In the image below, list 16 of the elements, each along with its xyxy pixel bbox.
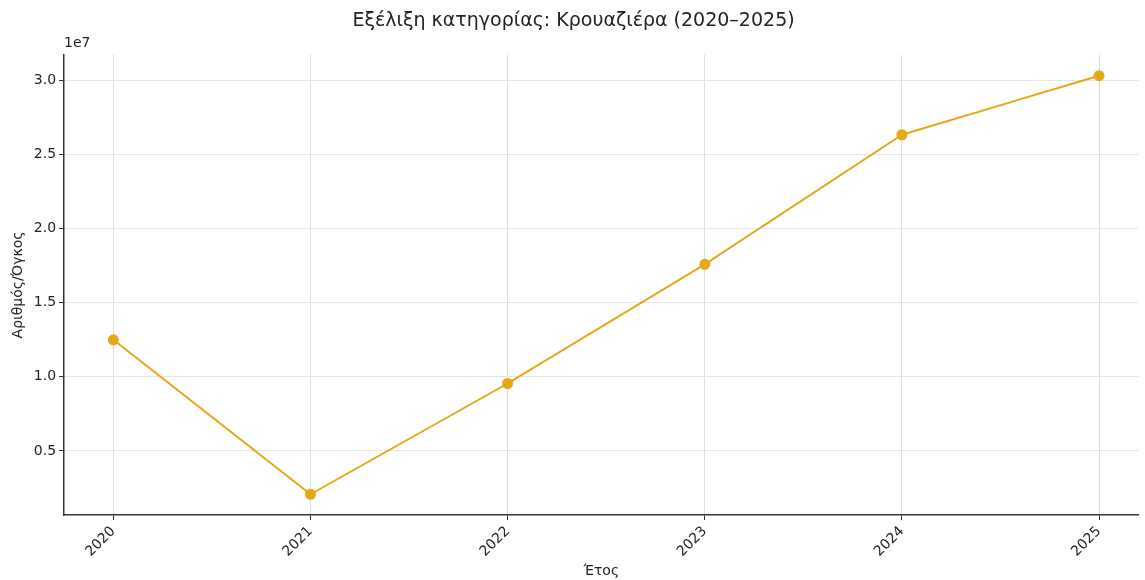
y-tick-label: 0.5	[33, 441, 57, 458]
x-axis-title: Έτος	[582, 562, 620, 579]
y-tick-label: 1.5	[33, 293, 57, 310]
point	[502, 378, 514, 389]
chart-title: Εξέλιξη κατηγορίας: Κρουαζιέρα (2020–2025)	[352, 8, 795, 31]
point	[896, 129, 908, 141]
y-axis-title: Αριθμός/Όγκος	[9, 231, 26, 339]
y-tick-label: 3.0	[33, 71, 57, 88]
y-tick-label: 2.5	[33, 145, 57, 162]
y-tick-label: 2.0	[33, 219, 57, 236]
point	[107, 334, 119, 346]
point	[699, 258, 711, 270]
point	[1093, 70, 1105, 82]
text: 1e7	[64, 34, 91, 51]
y-tick-label: 1.0	[33, 367, 57, 384]
point	[305, 488, 316, 500]
